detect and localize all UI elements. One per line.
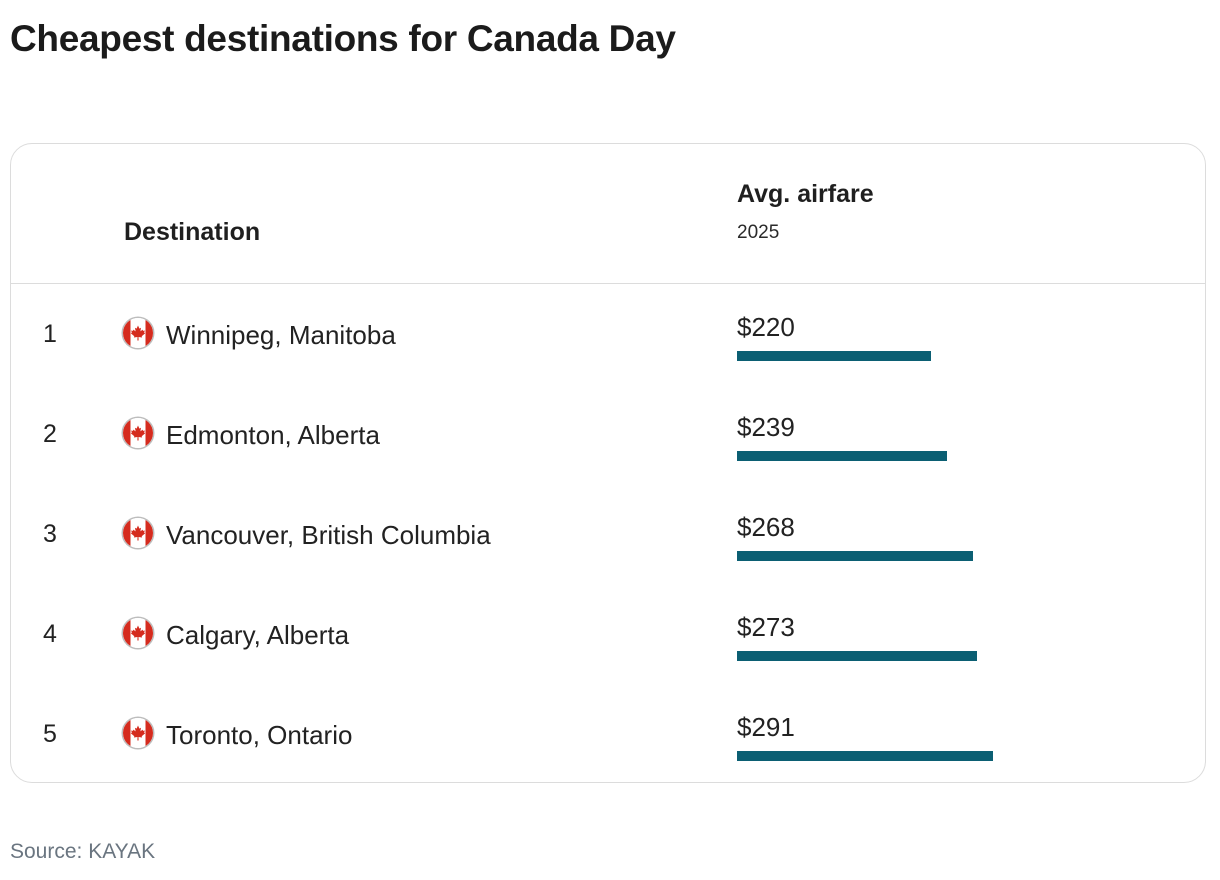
destination-name: Toronto, Ontario	[166, 720, 353, 750]
table-header: Destination Avg. airfare 2025	[11, 144, 1205, 284]
airfare-value-label: $268	[737, 512, 795, 542]
table-row: 2 Edmonton, Alberta $239	[11, 384, 1205, 484]
airfare-bar	[737, 551, 973, 561]
airfare-bar	[737, 751, 993, 761]
page-title: Cheapest destinations for Canada Day	[10, 18, 676, 59]
destination-name: Winnipeg, Manitoba	[166, 320, 396, 350]
table-row: 1 Winnipeg, Manitoba $220	[11, 284, 1205, 384]
table-row: 5 Toronto, Ontario $291	[11, 684, 1205, 784]
airfare-bar	[737, 451, 947, 461]
destination-name: Vancouver, British Columbia	[166, 520, 491, 550]
airfare-bar	[737, 651, 977, 661]
canada-flag-icon	[123, 318, 153, 348]
rank-number: 3	[43, 520, 57, 548]
airfare-value-label: $273	[737, 612, 795, 642]
destination-column-header: Destination	[124, 218, 261, 246]
airfare-value-label: $239	[737, 412, 795, 442]
table-body: 1 Winnipeg, Manitoba $220 2 Edmonton, Albert…	[11, 284, 1205, 784]
airfare-value-label: $291	[737, 712, 795, 742]
rank-number: 4	[43, 620, 57, 648]
table-row: 3 Vancouver, British Columbia $268	[11, 484, 1205, 584]
airfare-year-label: 2025	[737, 222, 780, 243]
airfare-value-label: $220	[737, 312, 795, 342]
destination-name: Edmonton, Alberta	[166, 420, 380, 450]
canada-flag-icon	[123, 518, 153, 548]
table-row: 4 Calgary, Alberta $273	[11, 584, 1205, 684]
rank-number: 1	[43, 320, 57, 348]
source-note: Source: KAYAK	[10, 840, 156, 863]
airfare-column-header: Avg. airfare	[737, 180, 874, 208]
airfare-bar	[737, 351, 931, 361]
destination-name: Calgary, Alberta	[166, 620, 350, 650]
canada-flag-icon	[123, 618, 153, 648]
canada-flag-icon	[123, 418, 153, 448]
rank-number: 2	[43, 420, 57, 448]
ranking-table: Destination Avg. airfare 2025 1 Winnipeg,…	[10, 143, 1206, 783]
rank-number: 5	[43, 720, 57, 748]
canada-flag-icon	[123, 718, 153, 748]
